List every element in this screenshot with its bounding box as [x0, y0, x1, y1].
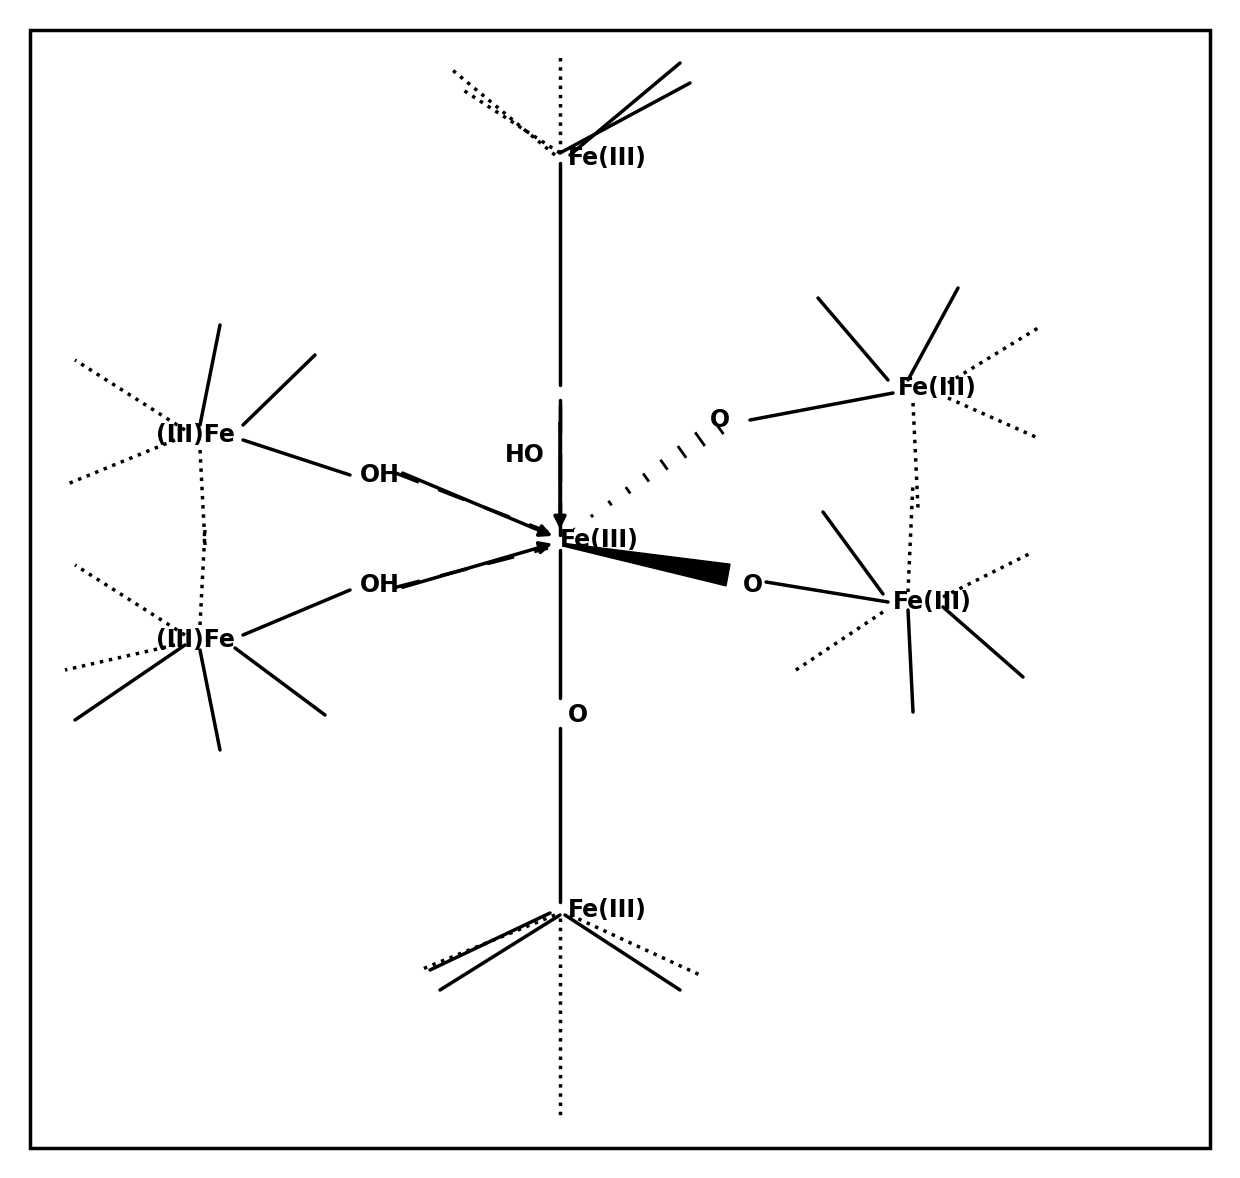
Text: OH: OH — [360, 463, 399, 487]
Text: Fe(III): Fe(III) — [568, 898, 647, 922]
Text: O: O — [743, 573, 763, 597]
Text: Fe(III): Fe(III) — [893, 590, 972, 614]
Text: (III)Fe: (III)Fe — [155, 628, 234, 651]
Text: Fe(III): Fe(III) — [560, 528, 639, 552]
Polygon shape — [564, 543, 730, 585]
Text: OH: OH — [360, 573, 399, 597]
Text: Fe(III): Fe(III) — [898, 376, 977, 401]
Text: O: O — [709, 408, 730, 432]
Text: (III)Fe: (III)Fe — [155, 423, 234, 446]
Text: Fe(III): Fe(III) — [568, 146, 647, 170]
Text: HO: HO — [505, 443, 546, 466]
Text: O: O — [568, 703, 588, 727]
